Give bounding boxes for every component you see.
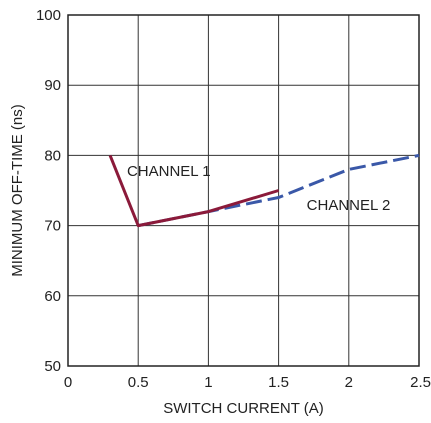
x-tick-label: 1.5: [268, 374, 289, 391]
y-tick-label: 70: [44, 218, 61, 235]
x-tick-label: 0.5: [128, 374, 149, 391]
series-lines: [108, 153, 420, 228]
series-label-channel-1: CHANNEL 1: [127, 163, 211, 180]
x-tick-label: 1: [204, 374, 212, 391]
y-tick-label: 60: [44, 288, 61, 305]
y-tick-label: 90: [44, 77, 61, 94]
series-label-channel-2: CHANNEL 2: [307, 197, 391, 214]
y-axis-title: MINIMUM OFF-TIME (ns): [9, 104, 26, 276]
x-tick-label: 2.5: [410, 374, 431, 391]
y-tick-label: 50: [44, 358, 61, 375]
y-tick-label: 80: [44, 147, 61, 164]
plot-frame: [67, 14, 420, 367]
x-tick-labels: 0 0.5 1 1.5 2 2.5: [64, 374, 431, 391]
y-tick-labels: 50 60 70 80 90 100: [36, 7, 61, 375]
y-tick-label: 100: [36, 7, 61, 24]
x-tick-label: 0: [64, 374, 72, 391]
series-line-channel-1: [108, 154, 280, 228]
grid-lines: [68, 15, 419, 366]
x-axis-title: SWITCH CURRENT (A): [163, 400, 324, 417]
x-tick-label: 2: [345, 374, 353, 391]
